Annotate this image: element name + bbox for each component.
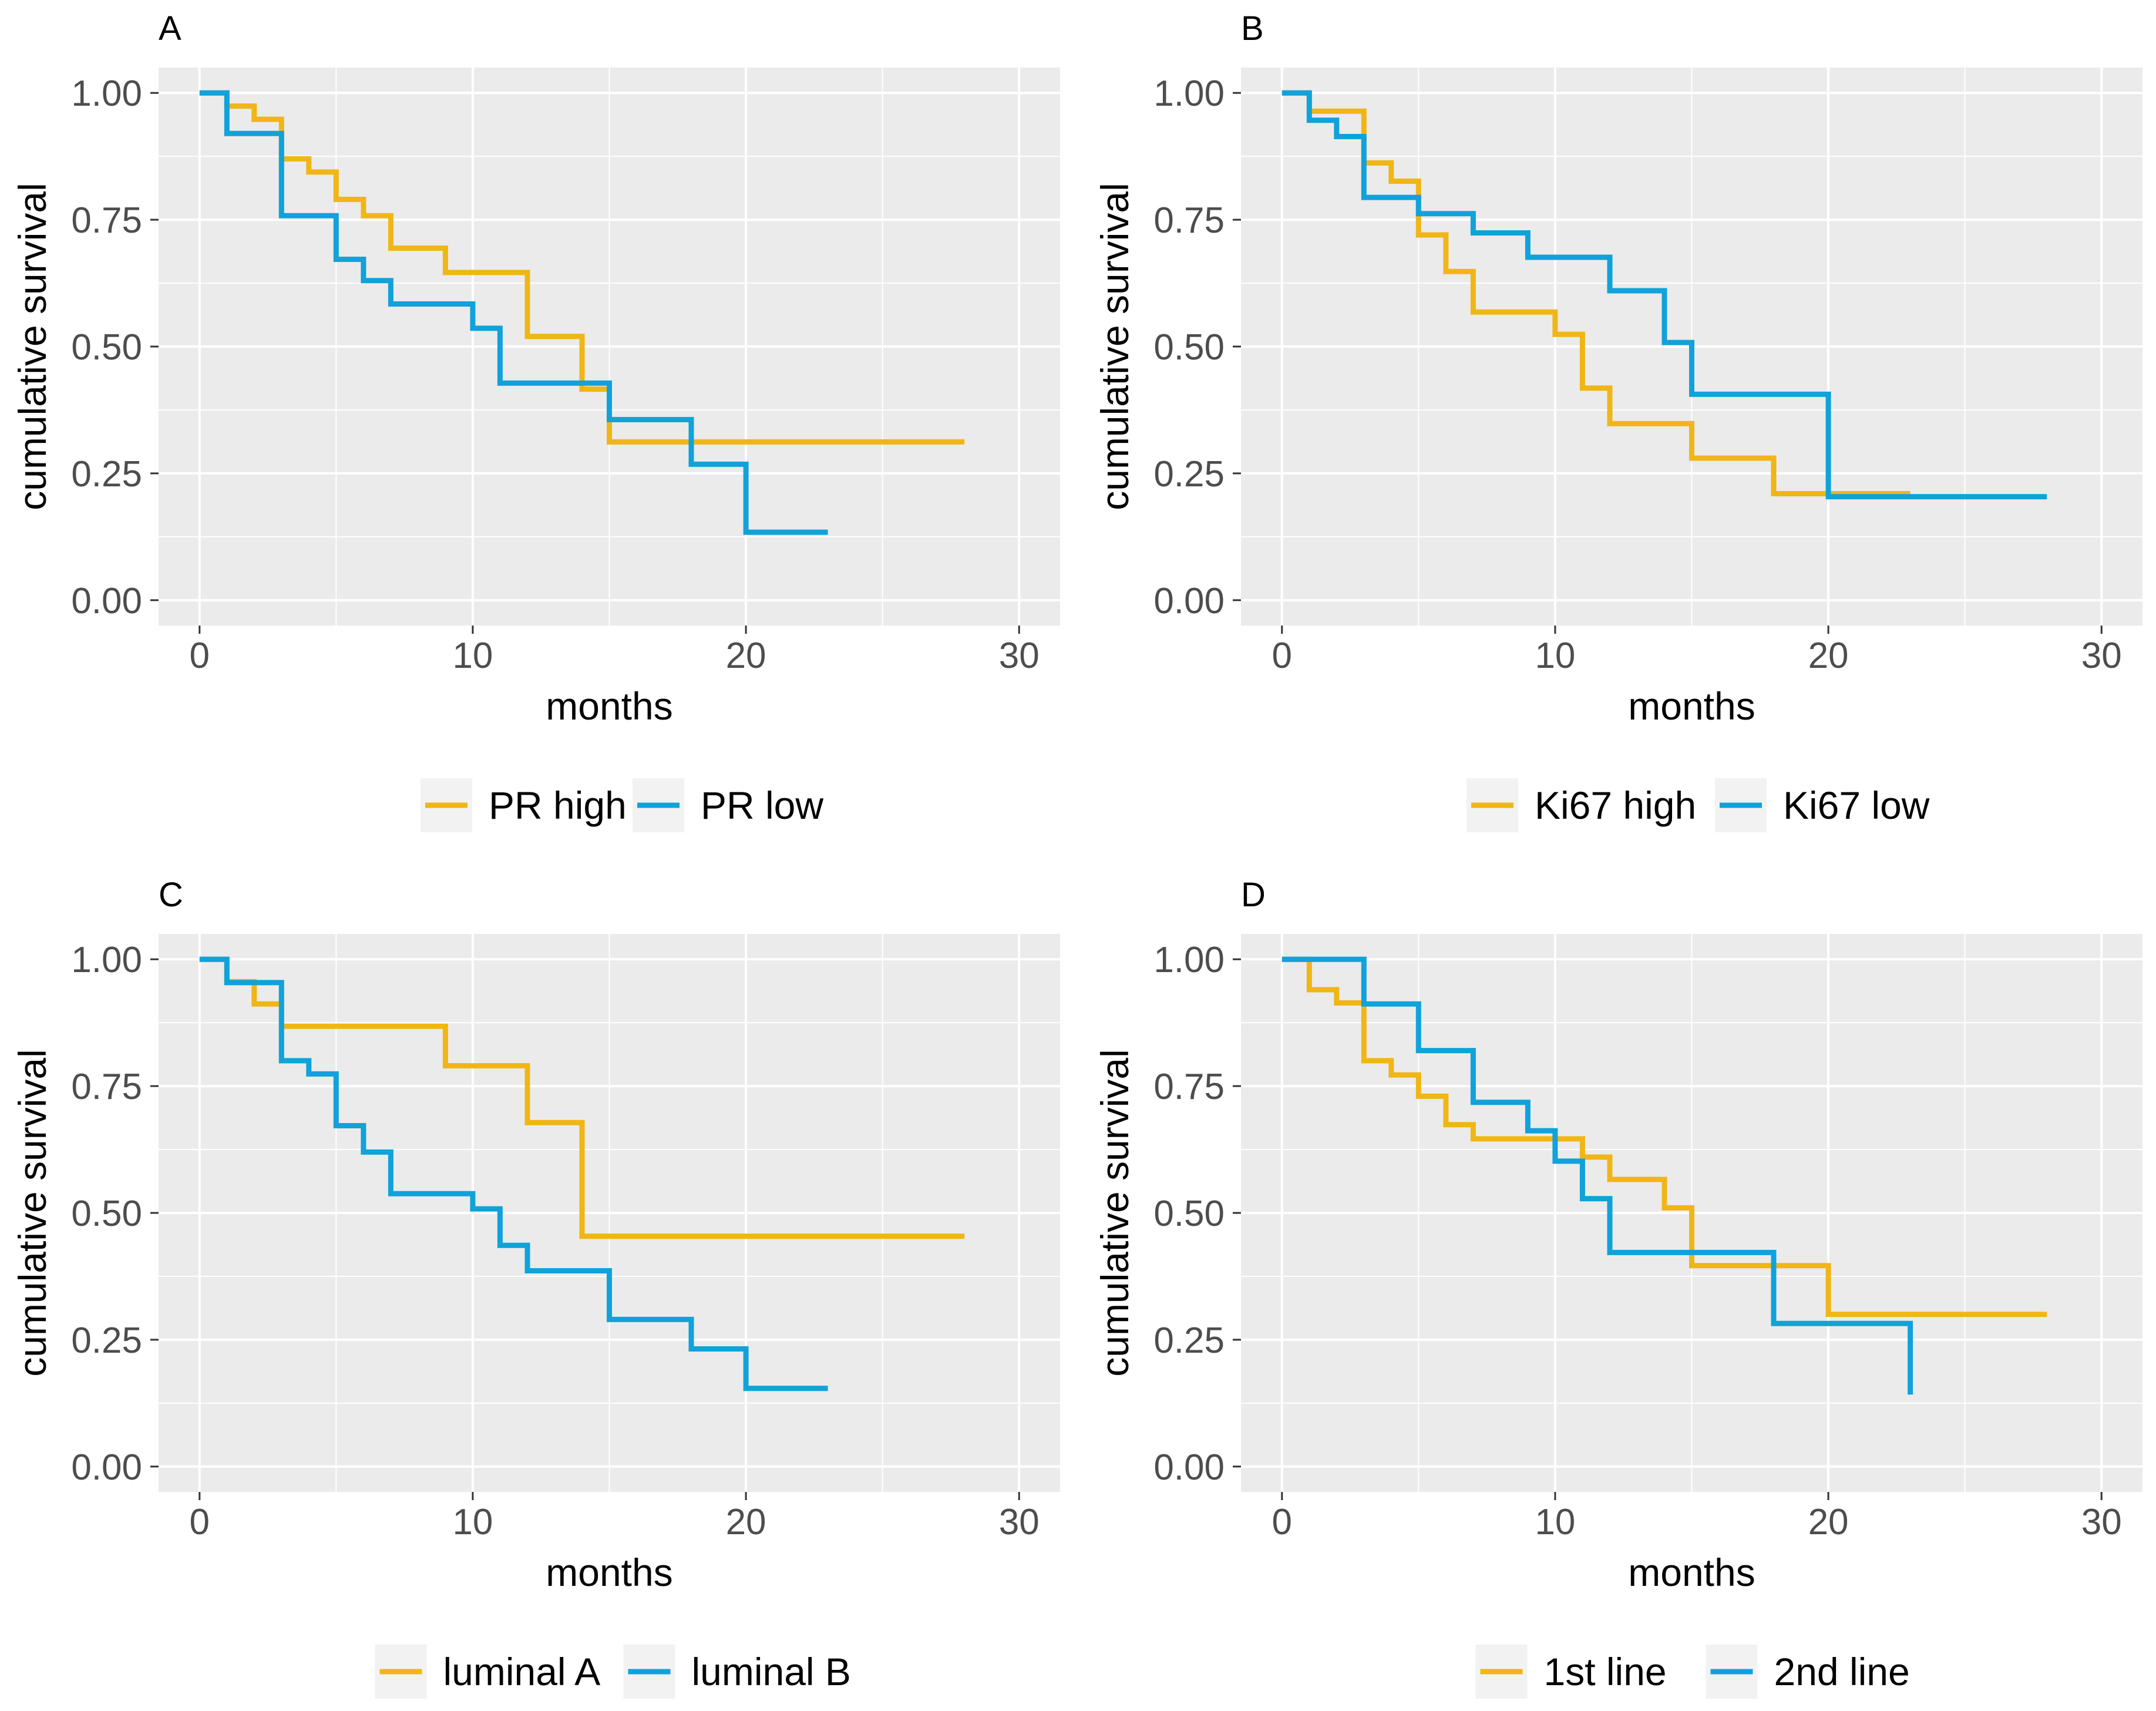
panel-letter: D	[1241, 876, 1266, 914]
panel-b: B 0 10 20 30 0.00 0.25 0.50 0.75 1.00 months cumula…	[1093, 9, 2142, 832]
x-tick-label: 30	[2081, 1502, 2122, 1542]
y-tick-label: 0.75	[1153, 1067, 1225, 1107]
x-tick-label: 30	[999, 1502, 1040, 1542]
x-tick-label: 10	[1535, 636, 1575, 676]
y-tick-label: 1.00	[71, 940, 142, 980]
x-tick-label: 20	[726, 1502, 766, 1542]
y-tick-label: 0.00	[71, 581, 142, 621]
x-tick-label: 10	[452, 1502, 493, 1542]
y-axis-title: cumulative survival	[11, 1049, 54, 1377]
series-line-2	[199, 90, 828, 535]
panel-d: D 0 10 20 30 0.00 0.25 0.50 0.75 1.00 months cumula…	[1093, 876, 2142, 1699]
series-line-2	[1282, 956, 1913, 1395]
y-tick-label: 0.00	[71, 1447, 142, 1488]
y-tick-label: 0.50	[1153, 1194, 1225, 1234]
legend: luminal A luminal B	[375, 1645, 851, 1699]
legend-label-2: PR low	[701, 784, 823, 827]
series-line-2	[1282, 90, 2047, 500]
x-tick-label: 30	[999, 636, 1040, 676]
panel-letter: B	[1241, 9, 1264, 48]
legend-label-1: Ki67 high	[1535, 784, 1696, 827]
y-axis-title: cumulative survival	[1093, 1049, 1136, 1377]
x-tick-label: 20	[726, 636, 766, 676]
legend-label-1: 1st line	[1544, 1650, 1667, 1693]
panel-c: C 0 10 20 30 0.00 0.25 0.50 0.75 1.00 months cumula…	[11, 876, 1060, 1699]
x-tick-label: 0	[1272, 636, 1292, 676]
x-axis-title: months	[1628, 684, 1755, 728]
y-tick-label: 0.25	[1153, 1320, 1225, 1361]
y-tick-label: 0.50	[1153, 327, 1225, 368]
legend: 1st line 2nd line	[1475, 1645, 1910, 1699]
panel-letter: C	[159, 876, 183, 914]
x-tick-label: 0	[1272, 1502, 1292, 1542]
x-tick-label: 20	[1808, 636, 1849, 676]
y-tick-label: 1.00	[1153, 940, 1225, 980]
y-tick-label: 0.25	[71, 454, 142, 495]
y-tick-label: 1.00	[71, 73, 142, 114]
x-tick-label: 20	[1808, 1502, 1849, 1542]
y-tick-label: 0.75	[1153, 200, 1225, 241]
x-tick-label: 30	[2081, 636, 2122, 676]
legend-label-1: PR high	[489, 784, 627, 827]
x-tick-label: 10	[452, 636, 493, 676]
x-axis-title: months	[1628, 1551, 1755, 1594]
x-tick-label: 10	[1535, 1502, 1575, 1542]
y-tick-label: 0.25	[71, 1320, 142, 1361]
x-axis-title: months	[546, 1551, 672, 1594]
y-tick-label: 1.00	[1153, 73, 1225, 114]
y-axis-title: cumulative survival	[1093, 183, 1136, 510]
legend-label-2: 2nd line	[1774, 1650, 1910, 1693]
x-tick-label: 0	[190, 1502, 210, 1542]
legend: PR high PR low	[421, 778, 823, 832]
legend-label-2: Ki67 low	[1783, 784, 1930, 827]
panel-letter: A	[159, 9, 181, 48]
legend: Ki67 high Ki67 low	[1467, 778, 1930, 832]
y-tick-label: 0.50	[71, 1194, 142, 1234]
legend-label-1: luminal A	[443, 1650, 601, 1693]
panel-a: A 0 10 20 30 0.00 0.25 0.50 0.75 1.00 months cumula…	[11, 9, 1060, 832]
x-tick-label: 0	[190, 636, 210, 676]
series-line-2	[199, 956, 828, 1391]
y-tick-label: 0.25	[1153, 454, 1225, 495]
y-tick-label: 0.00	[1153, 581, 1225, 621]
x-axis-title: months	[546, 684, 672, 728]
y-tick-label: 0.00	[1153, 1447, 1225, 1488]
series-line-1	[1282, 956, 2047, 1317]
y-tick-label: 0.75	[71, 1067, 142, 1107]
y-tick-label: 0.50	[71, 327, 142, 368]
y-tick-label: 0.75	[71, 200, 142, 241]
y-axis-title: cumulative survival	[11, 183, 54, 510]
series-line-1	[199, 90, 965, 445]
legend-label-2: luminal B	[692, 1650, 851, 1693]
